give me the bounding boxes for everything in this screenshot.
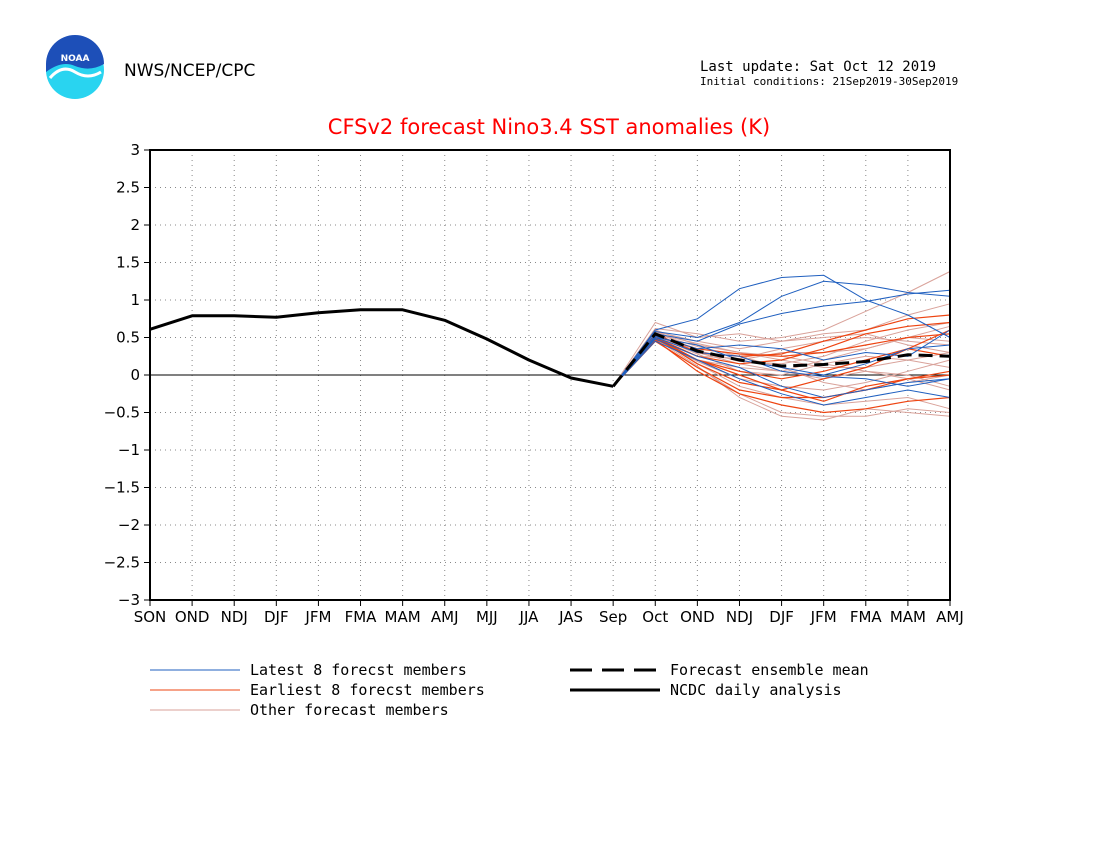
legend-mean-label: Forecast ensemble mean	[670, 661, 869, 679]
y-tick-label: 0	[130, 366, 140, 384]
latest-member-line	[612, 289, 951, 387]
x-tick-label: DJF	[769, 608, 794, 626]
x-tick-label: NDJ	[221, 608, 248, 626]
initial-conditions: Initial conditions: 21Sep2019-30Sep2019	[700, 75, 958, 88]
x-tick-label: MJJ	[476, 608, 498, 626]
x-tick-label: OND	[680, 608, 715, 626]
y-tick-label: −1.5	[104, 479, 140, 497]
x-tick-label: FMA	[850, 608, 883, 626]
plot-frame	[149, 149, 951, 601]
latest-member-line	[612, 280, 951, 387]
org-name: NWS/NCEP/CPC	[124, 61, 255, 81]
latest-member-line	[612, 338, 951, 399]
y-tick-label: −2	[118, 516, 140, 534]
x-tick-label: JAS	[558, 608, 583, 626]
logo-text: NOAA	[61, 54, 90, 64]
legend-latest-label: Latest 8 forecst members	[250, 661, 467, 679]
x-tick-label: AMJ	[431, 608, 459, 626]
x-tick-label: Sep	[599, 608, 627, 626]
series	[149, 271, 951, 421]
chart-title: CFSv2 forecast Nino3.4 SST anomalies (K)	[328, 115, 770, 139]
last-update: Last update: Sat Oct 12 2019	[700, 59, 936, 75]
y-tick-label: −2.5	[104, 554, 140, 572]
y-tick-label: −1	[118, 441, 140, 459]
earliest-member-line	[612, 338, 951, 414]
y-tick-label: 0.5	[116, 329, 140, 347]
ensemble-mean-line	[612, 331, 951, 388]
latest-member-line	[612, 336, 951, 387]
y-tick-label: 2	[130, 216, 140, 234]
x-tick-label: Oct	[642, 608, 668, 626]
x-tick-label: OND	[175, 608, 210, 626]
x-tick-label: NDJ	[726, 608, 753, 626]
legend: Latest 8 forecst members Earliest 8 fore…	[150, 661, 869, 719]
logo-top-half	[46, 35, 104, 72]
legend-earliest-label: Earliest 8 forecst members	[250, 681, 485, 699]
analysis-line	[149, 308, 614, 388]
earliest-member-line	[612, 338, 951, 387]
other-member-line	[612, 271, 951, 387]
x-tick-label: FMA	[345, 608, 378, 626]
earliest-member-line	[612, 321, 951, 387]
x-tick-label: JFM	[810, 608, 837, 626]
y-tick-label: 3	[130, 141, 140, 159]
x-tick-label: JJA	[519, 608, 540, 626]
x-tick-label: DJF	[264, 608, 289, 626]
grid	[150, 150, 950, 600]
noaa-logo: NOAA	[46, 35, 104, 99]
y-tick-label: −3	[118, 591, 140, 609]
earliest-member-line	[612, 340, 951, 399]
x-tick-label: AMJ	[936, 608, 964, 626]
other-member-line	[612, 322, 951, 387]
y-tick-label: 1.5	[116, 254, 140, 272]
y-tick-label: −0.5	[104, 404, 140, 422]
legend-other-label: Other forecast members	[250, 701, 449, 719]
x-axis-ticks: SON OND NDJ DJF JFM FMA MAM AMJ MJJ JJA JAS Sep Oct O…	[134, 600, 964, 626]
y-tick-label: 1	[130, 291, 140, 309]
legend-analysis-label: NCDC daily analysis	[670, 681, 842, 699]
latest-member-line	[612, 274, 951, 387]
latest-member-line	[612, 340, 951, 406]
y-axis-ticks: 3 2.5 2 1.5 1 0.5 0 −0.5 −1 −1.5 −2 −2.5 −3	[104, 141, 150, 609]
x-tick-label: MAM	[890, 608, 926, 626]
x-tick-label: SON	[134, 608, 167, 626]
y-tick-label: 2.5	[116, 179, 140, 197]
x-tick-label: MAM	[385, 608, 421, 626]
logo-wave	[48, 67, 102, 80]
x-tick-label: JFM	[304, 608, 331, 626]
